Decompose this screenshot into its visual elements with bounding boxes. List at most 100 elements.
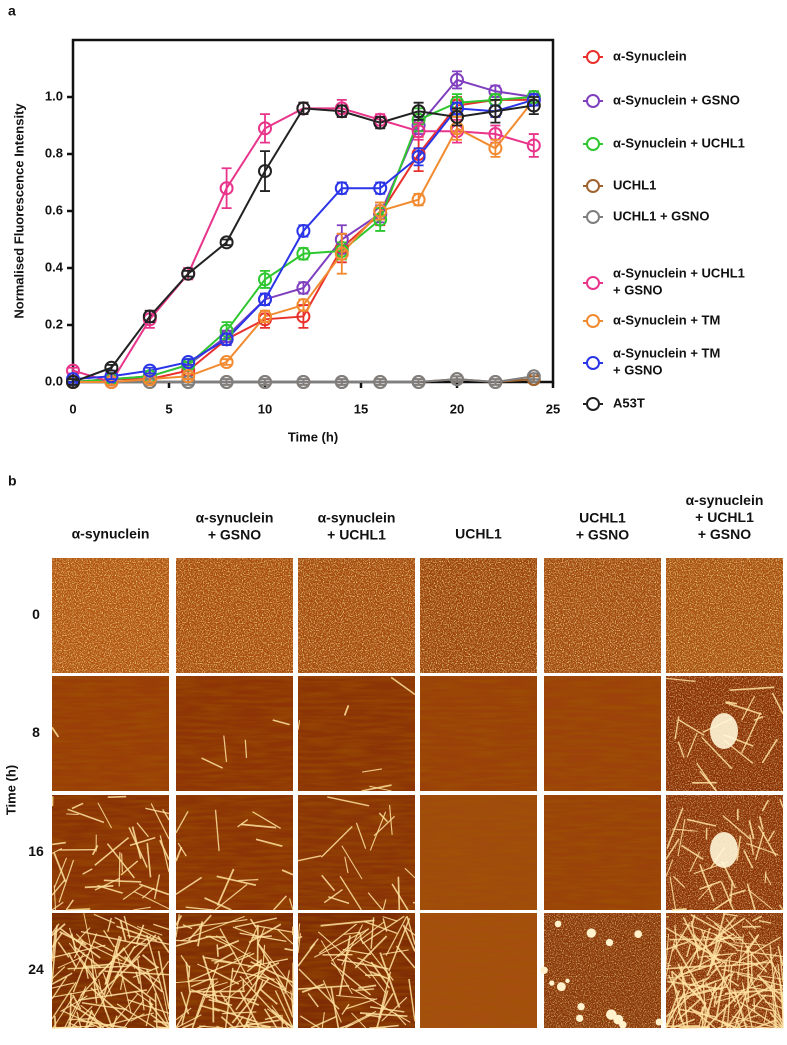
fibril [94, 877, 120, 891]
fibril [359, 937, 394, 981]
afm-texture [544, 795, 661, 910]
fibril [51, 879, 66, 896]
fibril [216, 875, 257, 886]
fibril [254, 924, 294, 933]
fibril [187, 965, 224, 983]
fibril [725, 918, 750, 950]
fibril [51, 972, 73, 985]
fibril [671, 970, 702, 1000]
data-point [219, 332, 234, 347]
fibril [677, 998, 701, 1021]
fibril [62, 1010, 101, 1029]
fibril [126, 934, 157, 968]
fibril [750, 954, 753, 985]
fibril [736, 835, 742, 861]
fibril [341, 924, 364, 966]
fibril [689, 851, 701, 872]
fibril [683, 973, 734, 996]
fibril [710, 973, 731, 996]
fibril [778, 904, 784, 911]
afm-image [420, 558, 537, 673]
fibril [741, 695, 756, 721]
data-point [334, 375, 349, 389]
fibril [713, 922, 736, 943]
fibril [197, 963, 213, 972]
fibril [250, 961, 294, 984]
fibril [51, 848, 63, 854]
error-bar [68, 378, 78, 386]
fibril [370, 917, 375, 949]
afm-texture [544, 558, 661, 673]
fibril [731, 1015, 778, 1029]
fibril [277, 981, 294, 1018]
fibril [51, 923, 66, 937]
fibril [406, 916, 416, 945]
afm-texture [666, 558, 783, 673]
fibril [83, 963, 113, 968]
y-tick-label: 0.6 [45, 202, 63, 217]
series-line [72, 96, 534, 383]
legend-marker [586, 179, 600, 193]
legend-marker [586, 210, 600, 224]
fibril [665, 859, 674, 877]
fibril [81, 1002, 128, 1011]
fibril [272, 895, 287, 911]
fibril [201, 757, 223, 769]
fibril [665, 975, 691, 979]
fibril [678, 718, 705, 736]
fibril [669, 876, 677, 911]
fibril [773, 983, 777, 1029]
afm-texture [52, 676, 169, 791]
afm-texture [420, 676, 537, 791]
fibril [119, 919, 127, 941]
fibril [703, 982, 717, 1029]
fibril [159, 835, 170, 873]
error-bar [298, 378, 309, 386]
aggregate [619, 1021, 627, 1029]
fibril [67, 965, 130, 970]
data-point [334, 181, 349, 196]
fibril [202, 955, 218, 1001]
fibril [106, 843, 135, 879]
x-tick-label: 10 [258, 401, 272, 416]
error-bar [221, 238, 232, 247]
afm-image [540, 913, 663, 1029]
data-point [219, 235, 234, 250]
error-bar [106, 364, 117, 372]
fibril [89, 1015, 105, 1029]
fibril [695, 936, 742, 941]
fibril [321, 874, 336, 892]
fibril [191, 995, 205, 1029]
legend-label: UCHL1 + GSNO [613, 208, 709, 223]
fibril [84, 1022, 94, 1029]
fibril [764, 871, 767, 883]
fibril [116, 1003, 156, 1029]
fibril [710, 953, 734, 974]
fibril [208, 935, 231, 947]
data-point [373, 204, 388, 218]
fibril [761, 738, 778, 764]
fibril [307, 992, 319, 1008]
fibril [115, 952, 161, 984]
fibril [698, 927, 711, 971]
fibril [51, 925, 58, 983]
data-point [334, 246, 349, 261]
fibril [749, 960, 763, 971]
fibril [51, 841, 66, 846]
legend-label: α-Synuclein [613, 48, 687, 63]
error-bar [375, 378, 386, 386]
legend-marker [586, 356, 600, 370]
column-header: α-synuclein + UCHL1 [318, 509, 396, 542]
data-point [411, 149, 426, 164]
error-bar [413, 378, 424, 386]
fibril [728, 978, 740, 987]
fibril [771, 992, 784, 1029]
fibril [202, 980, 219, 994]
data-point [181, 266, 196, 281]
fibril [51, 982, 75, 989]
fibril [405, 926, 416, 936]
data-point [296, 280, 311, 295]
fibril [408, 978, 416, 1022]
fibril [177, 842, 187, 857]
fibril [69, 927, 77, 952]
